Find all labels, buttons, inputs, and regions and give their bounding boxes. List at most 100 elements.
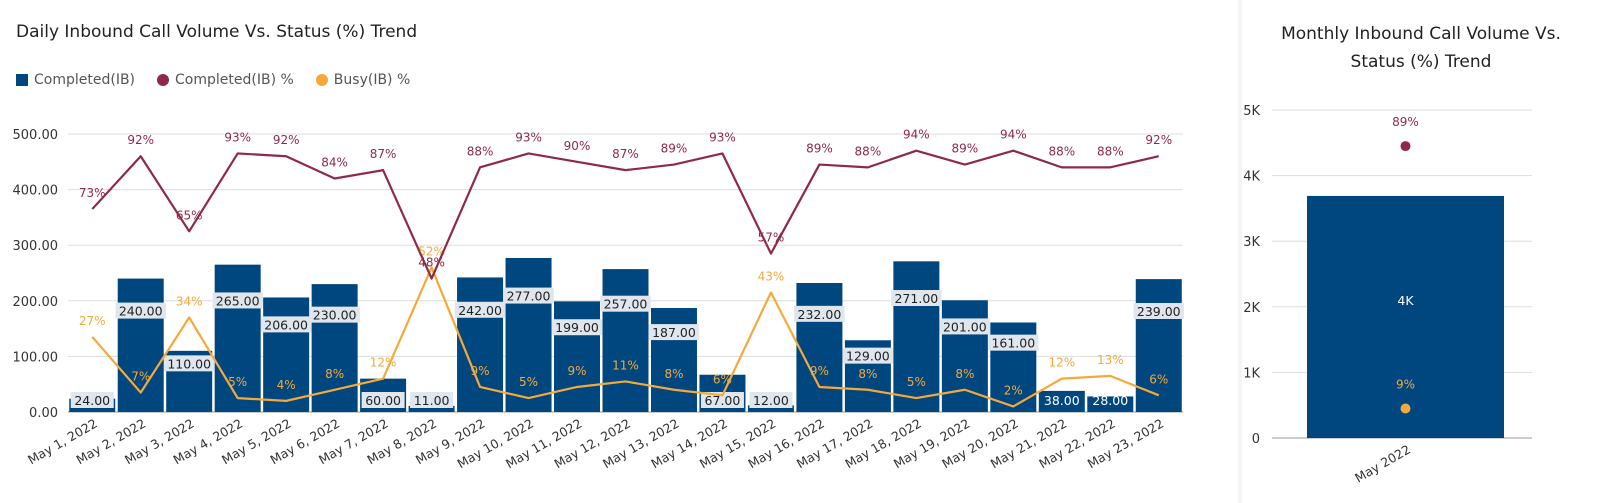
bar-value-label: 271.00 xyxy=(894,291,938,306)
busy-pct-label: 5% xyxy=(907,375,926,389)
bar-value-label: 230.00 xyxy=(313,308,357,323)
busy-pct-label: 9% xyxy=(471,364,490,378)
bar-value-label: 38.00 xyxy=(1044,393,1080,408)
busy-pct-label: 12% xyxy=(370,356,397,370)
bar-value-label-bg xyxy=(749,392,793,408)
bar-value-label: 67.00 xyxy=(705,393,741,408)
legend-circle-icon xyxy=(157,74,170,86)
daily-chart-plot: 0.00 100.00 200.00 300.00 400.00 500.00 24.00 2… xyxy=(13,128,1184,471)
bar-value-label: 161.00 xyxy=(991,336,1035,351)
completed-pct-label: 88% xyxy=(467,144,494,158)
bar-value-label: 129.00 xyxy=(846,349,890,364)
busy-pct-label: 8% xyxy=(325,367,344,381)
busy-pct-label: 43% xyxy=(758,269,785,283)
bar-value-label-bg xyxy=(260,316,312,333)
completed-pct-label: 88% xyxy=(1048,144,1075,158)
busy-pct-label: 7% xyxy=(131,370,150,384)
busy-pct-label: 6% xyxy=(1149,372,1168,386)
y-tick-label: 500.00 xyxy=(13,128,59,143)
legend-item-completed-pct[interactable]: Completed(IB) % xyxy=(157,72,294,88)
busy-pct-label: 5% xyxy=(228,375,247,389)
bar-value-label: 187.00 xyxy=(652,325,696,340)
bar xyxy=(602,269,649,412)
completed-pct-label: 94% xyxy=(903,128,930,142)
y-tick-label: 4K xyxy=(1243,170,1260,185)
completed-pct-label: 48% xyxy=(418,256,445,270)
bar-value-label: 201.00 xyxy=(943,319,987,334)
bar-value-label: 11.00 xyxy=(414,393,450,408)
y-tick-label: 300.00 xyxy=(13,239,59,254)
bar xyxy=(117,278,164,412)
completed-pct-label: 89% xyxy=(806,142,833,156)
legend-item-completed[interactable]: Completed(IB) xyxy=(16,72,135,88)
bar xyxy=(263,297,310,412)
bar xyxy=(408,405,455,412)
y-tick-label: 3K xyxy=(1243,235,1260,250)
bar-value-label: 232.00 xyxy=(798,307,842,322)
busy-pct-label: 9% xyxy=(810,364,829,378)
y-tick-label: 1K xyxy=(1243,366,1260,381)
bar-value-label-bg xyxy=(794,305,845,322)
bar-value-label-bg xyxy=(648,324,700,341)
bar-value-label-bg xyxy=(70,392,114,408)
chart-legend: Completed(IB) Completed(IB) % Busy(IB) % xyxy=(16,72,410,88)
busy-pct-label: 34% xyxy=(176,294,203,308)
completed-pct-label: 57% xyxy=(758,231,785,245)
y-tick-label: 0.00 xyxy=(29,406,58,421)
bar xyxy=(554,301,601,412)
completed-pct-label: 92% xyxy=(273,133,300,147)
bar-value-label: 257.00 xyxy=(604,297,648,312)
completed-pct-label: 65% xyxy=(176,208,203,222)
completed-pct-label: 92% xyxy=(1145,133,1172,147)
bar-value-label: 60.00 xyxy=(365,393,401,408)
bar-value-label-bg xyxy=(551,319,603,336)
busy-pct-point xyxy=(1400,403,1411,414)
y-tick-label: 400.00 xyxy=(13,184,59,199)
bar xyxy=(214,264,261,412)
monthly-chart-title: Monthly Inbound Call Volume Vs. Status (… xyxy=(1242,20,1600,76)
bar xyxy=(796,283,843,412)
completed-pct-label: 89% xyxy=(1392,115,1419,129)
bar-value-label: 28.00 xyxy=(1092,393,1128,408)
busy-pct-label: 2% xyxy=(1004,383,1023,397)
bar xyxy=(505,257,552,412)
busy-pct-label: 27% xyxy=(79,314,106,328)
legend-item-busy-pct[interactable]: Busy(IB) % xyxy=(315,72,410,88)
daily-chart-panel: Daily Inbound Call Volume Vs. Status (%)… xyxy=(12,22,1184,472)
bar xyxy=(747,405,794,412)
completed-pct-label: 89% xyxy=(952,142,979,156)
busy-pct-label: 8% xyxy=(664,367,683,381)
y-tick-label: 2K xyxy=(1243,301,1260,316)
completed-pct-label: 84% xyxy=(321,155,348,169)
bar-value-label: 199.00 xyxy=(555,320,599,335)
legend-label: Completed(IB) % xyxy=(175,72,294,88)
bar-value-label-bg xyxy=(600,295,651,312)
completed-pct-label: 89% xyxy=(661,142,688,156)
completed-pct-label: 93% xyxy=(224,130,251,144)
bar-value-label-bg xyxy=(361,392,405,408)
legend-circle-icon xyxy=(315,74,328,86)
bar-value-label-bg xyxy=(503,287,554,304)
completed-pct-label: 93% xyxy=(709,130,736,144)
bar xyxy=(650,308,697,412)
bar-value-label-bg xyxy=(700,392,744,408)
legend-label: Completed(IB) xyxy=(34,72,136,88)
bar-value-label: 242.00 xyxy=(458,303,502,318)
monthly-chart-plot: 0 1K 2K 3K 4K 5K 4K 89% 9% May 2022 xyxy=(1243,104,1532,485)
completed-pct-point xyxy=(1400,141,1411,152)
bar xyxy=(1307,195,1504,438)
bar-value-label-bg xyxy=(1133,302,1184,319)
y-tick-label: 200.00 xyxy=(13,295,59,310)
bar-value-label-bg xyxy=(842,347,894,364)
legend-square-icon xyxy=(16,74,28,86)
daily-chart-title: Daily Inbound Call Volume Vs. Status (%)… xyxy=(16,22,418,42)
busy-pct-label: 4% xyxy=(277,378,296,392)
bar-value-label: 12.00 xyxy=(753,393,789,408)
completed-pct-line xyxy=(91,149,1160,280)
monthly-chart-panel: Monthly Inbound Call Volume Vs. Status (… xyxy=(1242,0,1600,503)
bar-value-label-bg xyxy=(212,292,263,309)
bar-value-label-bg xyxy=(163,355,215,372)
bar-value-label: 110.00 xyxy=(167,356,211,371)
busy-pct-label: 6% xyxy=(713,372,732,386)
monthly-title-line2: Status (%) Trend xyxy=(1350,52,1492,72)
